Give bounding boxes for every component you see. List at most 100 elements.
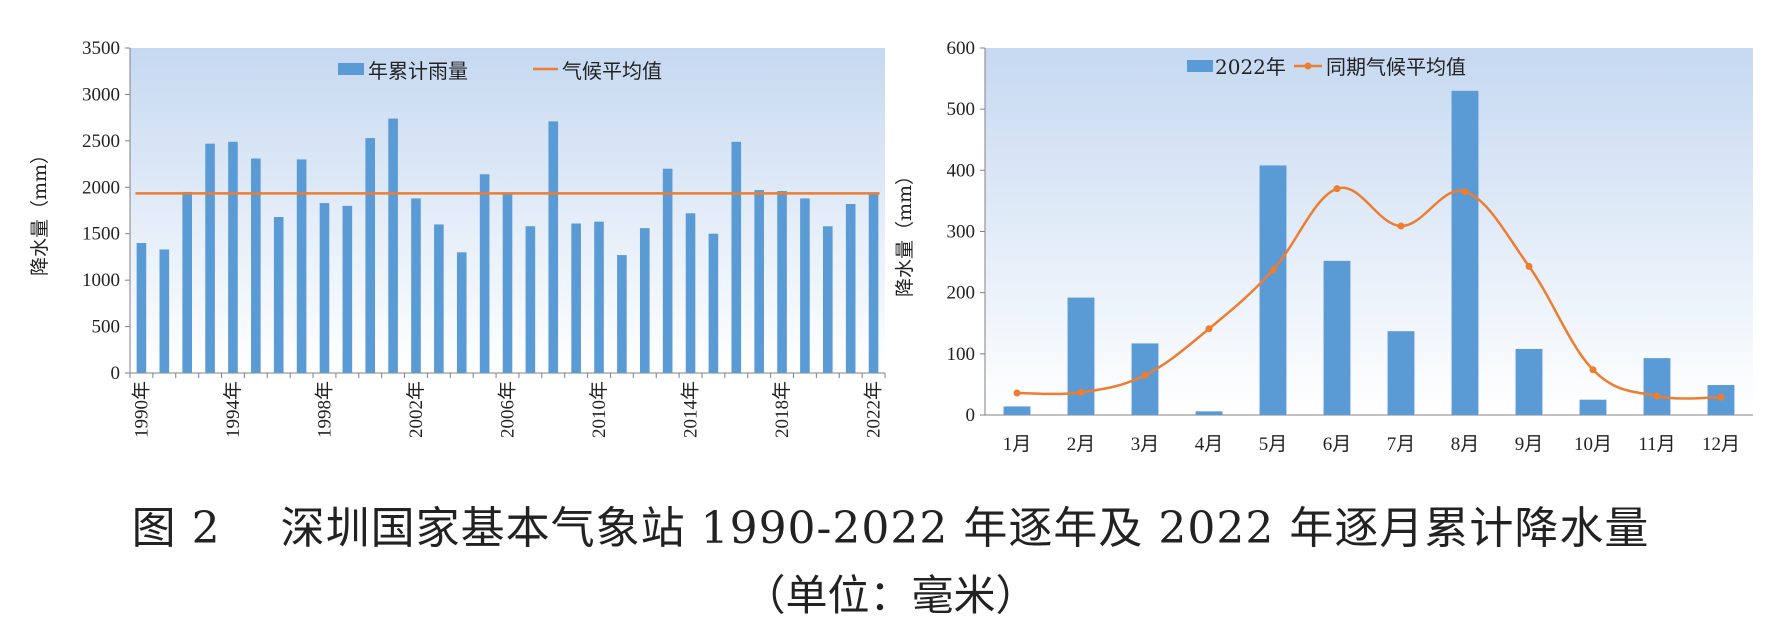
y-tick-label: 2500 [82,131,120,152]
x-tick-label: 2002年 [405,381,427,438]
bar-annual-2002年 [411,198,421,373]
bar-annual-2014年 [685,213,696,373]
bar-annual-2007年 [525,226,536,373]
y-tick-label: 100 [947,344,976,365]
x-tick-label: 2014年 [680,381,702,438]
x-tick-label: 2010年 [588,381,610,438]
bar-annual-2017年 [754,190,764,373]
bar-annual-2000年 [365,138,376,373]
unit-text: 单位：毫米 [785,571,996,620]
x-tick-label: 5月 [1259,434,1288,455]
bar-annual-2011年 [617,255,627,373]
bar-annual-2003年 [434,224,444,373]
legend-monthly: 2022年 同期气候平均值 [1187,55,1466,79]
bar-monthly-2月 [1067,297,1095,415]
bar-annual-2015年 [708,233,719,373]
bar-annual-2013年 [662,168,673,373]
bar-annual-2018年 [777,191,787,373]
y-tick-label: 1000 [82,270,120,291]
plot-area [985,48,1753,415]
bar-annual-1995年 [251,158,261,373]
legend-label-annual-rain: 年累计雨量 [368,59,468,83]
climate-average-point-11月 [1653,392,1661,400]
climate-average-point-1月 [1013,389,1021,397]
bar-annual-2022年 [868,192,879,373]
climate-average-point-4月 [1205,325,1213,333]
x-tick-label: 10月 [1574,434,1612,455]
bar-annual-1991年 [159,249,170,373]
x-tick-label: 12月 [1702,434,1740,455]
climate-average-point-8月 [1461,188,1469,196]
bar-annual-1992年 [182,191,193,373]
bar-monthly-6月 [1323,260,1351,415]
legend-annual: 年累计雨量 气候平均值 [338,59,662,83]
bar-annual-2006年 [502,192,513,373]
legend-label-climate-average: 气候平均值 [562,59,662,83]
x-tick-label: 4月 [1195,434,1224,455]
x-tick-label: 2006年 [497,381,519,438]
climate-average-point-10月 [1589,366,1597,374]
legend-swatch-2022 [1187,60,1213,72]
annual-precipitation-chart: 0 500 1000 1500 2000 2500 3000 3500 降水量（mm） 1990年… [29,38,886,438]
y-tick-label: 500 [92,317,121,338]
climate-average-point-6月 [1333,185,1341,193]
x-tick-label: 9月 [1515,434,1544,455]
y-tick-label: 200 [947,283,976,304]
bar-monthly-8月 [1451,90,1479,416]
bar-annual-1990年 [136,243,147,373]
bar-annual-2009年 [571,223,581,373]
climate-average-point-12月 [1717,393,1725,401]
bar-monthly-10月 [1579,399,1607,415]
bar-annual-1997年 [296,159,307,373]
climate-average-point-9月 [1525,262,1533,270]
y-tick-label: 0 [111,363,121,384]
legend-marker-climate-average [1304,62,1312,70]
bar-annual-2016年 [731,141,742,373]
bar-annual-2008年 [548,121,559,373]
bar-annual-1998年 [319,203,330,373]
figure-caption-unit: （单位：毫米） [0,562,1781,623]
x-tick-label: 1998年 [313,381,335,438]
bar-monthly-5月 [1259,165,1287,415]
bar-monthly-4月 [1195,411,1223,415]
climate-average-point-5月 [1269,266,1277,274]
bar-monthly-11月 [1643,358,1671,415]
legend-label-2022: 2022年 [1215,55,1286,79]
bar-annual-1994年 [228,141,238,373]
bar-monthly-9月 [1515,348,1543,415]
x-tick-label: 2018年 [771,381,793,438]
x-tick-label: 6月 [1323,434,1352,455]
bar-annual-2012年 [639,228,650,373]
y-tick-label: 0 [966,405,976,426]
y-tick-label: 3000 [82,84,120,105]
x-tick-label: 1月 [1003,434,1032,455]
figure-caption-title: 图 2 深圳国家基本气象站 1990-2022 年逐年及 2022 年逐月累计降… [0,492,1781,556]
bar-annual-2020年 [822,226,833,373]
y-axis-title: 降水量（mm） [894,166,916,297]
climate-average-point-7月 [1397,222,1405,230]
bar-annual-1999年 [342,205,353,373]
y-axis-title: 降水量（mm） [29,145,51,276]
x-tick-label: 8月 [1451,434,1480,455]
unit-open: （ [743,571,786,620]
x-tick-label: 2022年 [863,381,885,438]
x-tick-label: 2月 [1067,434,1096,455]
bar-annual-1993年 [205,143,215,373]
y-tick-label: 400 [947,160,976,181]
legend-label-climate-average: 同期气候平均值 [1326,55,1466,79]
y-tick-label: 1500 [82,224,120,245]
climate-average-point-2月 [1077,388,1085,396]
bar-annual-2010年 [594,221,604,373]
bar-monthly-1月 [1003,406,1031,415]
y-tick-label: 300 [947,222,976,243]
x-tick-label: 3月 [1131,434,1160,455]
x-tick-label: 1994年 [222,381,244,438]
y-tick-label: 3500 [82,38,120,59]
legend-swatch-annual-rain [338,63,364,75]
y-tick-label: 2000 [82,177,120,198]
y-tick-label: 600 [947,38,976,59]
unit-close: ） [995,571,1038,620]
bar-annual-2021年 [845,204,856,373]
climate-average-point-3月 [1141,371,1149,379]
